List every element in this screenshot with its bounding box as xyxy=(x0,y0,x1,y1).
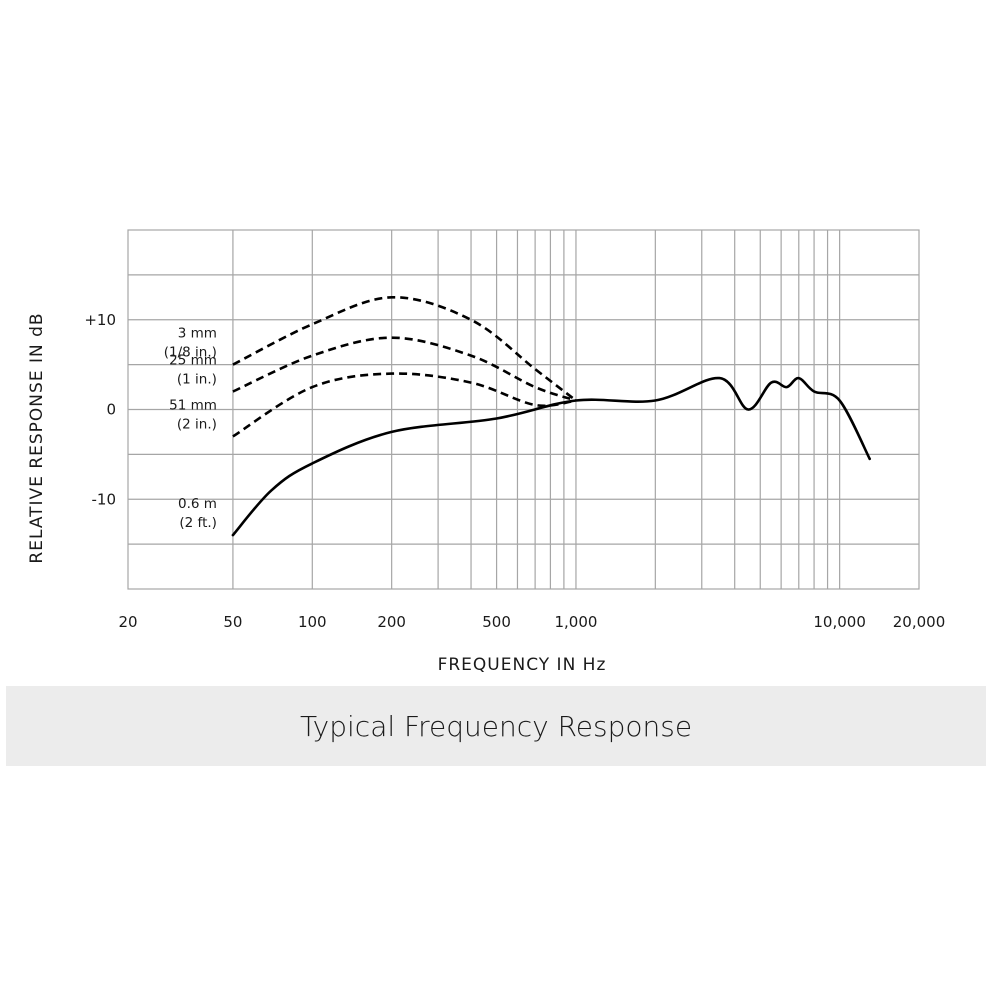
series-line-3 xyxy=(232,372,577,438)
y-axis-title: RELATIVE RESPONSE IN dB xyxy=(27,312,47,563)
series-sublabel-1: (1/8 in.) xyxy=(164,345,217,361)
frequency-response-chart: 20 50 100 200 500 1,000 10,000 20,000 +10 0 -10 3… xyxy=(27,229,945,675)
x-tick-label: 500 xyxy=(482,613,511,631)
series-line-1 xyxy=(232,295,577,402)
x-tick-label: 20,000 xyxy=(893,613,946,631)
series-line-4 xyxy=(231,376,871,537)
series-line-2 xyxy=(232,336,577,402)
curve-labels: 3 mm (1/8 in.)25 mm (1 in.) 51 mm (2 in.) 0.6… xyxy=(164,326,217,532)
x-tick-labels: 20 50 100 200 500 1,000 10,000 20,000 xyxy=(118,613,945,631)
y-tick-labels: +10 0 -10 xyxy=(84,311,116,509)
x-tick-label: 100 xyxy=(298,613,327,631)
x-tick-label: 20 xyxy=(118,613,137,631)
chart-caption: Typical Frequency Response xyxy=(299,709,693,743)
series-label-3: 51 mm xyxy=(169,397,217,413)
x-tick-label: 200 xyxy=(377,613,406,631)
x-tick-label: 10,000 xyxy=(813,613,866,631)
series-sublabel-2: (1 in.) xyxy=(177,372,217,388)
series-label-4: 0.6 m xyxy=(178,496,217,512)
series-lines xyxy=(231,295,871,537)
x-tick-label: 1,000 xyxy=(554,613,597,631)
series-label-2: 25 mm xyxy=(169,353,217,369)
y-tick-label: +10 xyxy=(84,311,116,329)
x-axis-title: FREQUENCY IN Hz xyxy=(438,655,607,675)
grid xyxy=(127,229,920,590)
y-tick-label: 0 xyxy=(106,401,116,419)
series-label-1: 3 mm xyxy=(178,326,217,342)
caption-band: Typical Frequency Response xyxy=(6,686,986,766)
series-sublabel-3: (2 in.) xyxy=(177,416,217,432)
x-tick-label: 50 xyxy=(223,613,242,631)
y-tick-label: -10 xyxy=(92,490,117,508)
series-sublabel-4: (2 ft.) xyxy=(179,515,217,531)
